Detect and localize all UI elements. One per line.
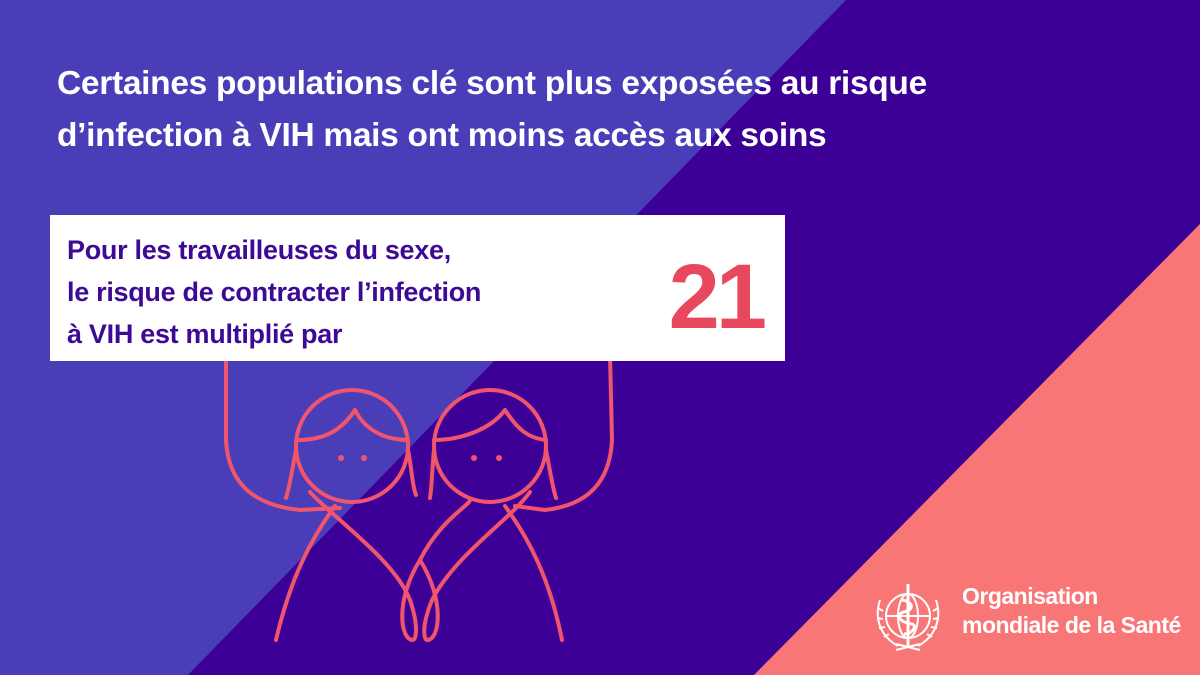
left-arm <box>224 353 342 512</box>
right-torso <box>503 504 564 642</box>
who-name: Organisation mondiale de la Santé <box>962 582 1181 640</box>
headline-line-2: d’infection à VIH mais ont moins accès a… <box>57 117 827 154</box>
left-body <box>308 490 472 642</box>
who-emblem-icon <box>876 584 940 651</box>
left-torso <box>274 504 337 642</box>
left-hair <box>296 408 410 442</box>
left-hair-side <box>284 448 418 500</box>
sign-line-1: Pour les travailleuses du sexe, <box>67 235 451 265</box>
left-head <box>294 388 410 504</box>
right-eye-2 <box>496 455 502 461</box>
headline-line-1: Certaines populations clé sont plus expo… <box>57 65 927 102</box>
right-hair <box>432 408 548 442</box>
sign-board: Pour les travailleuses du sexe, le risqu… <box>50 215 785 361</box>
sign-line-3: à VIH est multiplié par <box>67 319 343 349</box>
who-logo: Organisation mondiale de la Santé <box>868 578 1188 658</box>
risk-multiplier: 21 <box>668 246 767 348</box>
right-hair-side <box>428 448 558 500</box>
right-head <box>432 388 548 504</box>
who-name-line-1: Organisation <box>962 583 1098 609</box>
headline: Certaines populations clé sont plus expo… <box>57 58 927 162</box>
sign-line-2: le risque de contracter l’infection <box>67 277 482 307</box>
who-name-line-2: mondiale de la Santé <box>962 612 1181 638</box>
left-eye-2 <box>361 455 367 461</box>
right-arm <box>513 353 614 512</box>
background-corner <box>754 224 1200 675</box>
sign-text: Pour les travailleuses du sexe, le risqu… <box>67 229 481 355</box>
right-eye-1 <box>471 455 477 461</box>
right-body <box>418 490 532 642</box>
left-eye-1 <box>338 455 344 461</box>
